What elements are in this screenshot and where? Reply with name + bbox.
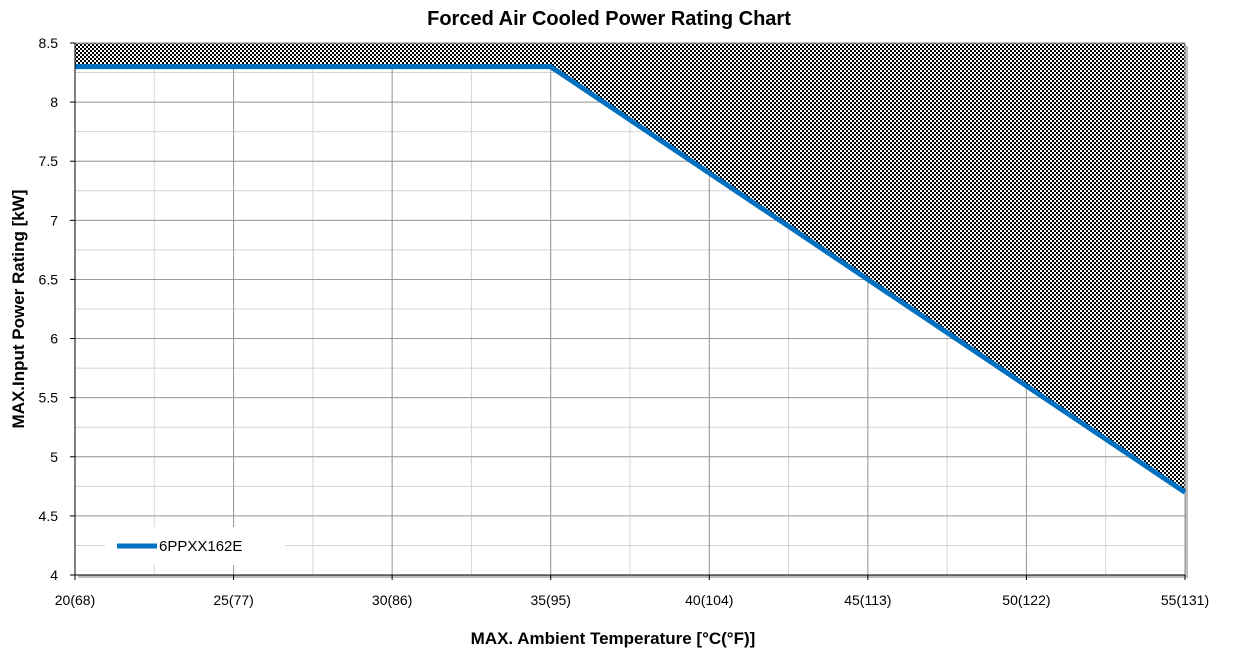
y-tick-label: 5.5: [39, 390, 59, 406]
y-tick-label: 4.5: [39, 508, 59, 524]
x-tick-label: 40(104): [685, 592, 733, 608]
y-tick-label: 4: [50, 567, 58, 583]
legend-label: 6PPXX162E: [159, 538, 242, 555]
plot-area: 20(68) 25(77) 30(86) 35(95) 40(104) 45(113) 50…: [39, 35, 1210, 608]
y-tick-label: 5: [50, 449, 58, 465]
x-tick-label: 50(122): [1002, 592, 1050, 608]
legend: 6PPXX162E: [105, 527, 285, 565]
x-tick-label: 30(86): [372, 592, 412, 608]
series-line-6ppxx162e: [75, 64, 1187, 495]
y-tick-label: 8: [50, 94, 58, 110]
x-tick-label: 20(68): [55, 592, 95, 608]
chart-title: Forced Air Cooled Power Rating Chart: [427, 8, 791, 30]
y-tick-label: 8.5: [39, 35, 59, 51]
y-tick-label: 7.5: [39, 153, 59, 169]
x-tick-label: 25(77): [213, 592, 253, 608]
x-tick-label: 55(131): [1161, 592, 1209, 608]
y-tick-label: 6: [50, 331, 58, 347]
x-axis-title: MAX. Ambient Temperature [°C(°F)]: [471, 629, 756, 648]
shaded-region: [75, 43, 1185, 493]
y-tick-label: 7: [50, 212, 58, 228]
x-tick-label: 35(95): [530, 592, 570, 608]
x-tick-label: 45(113): [844, 592, 891, 608]
y-axis-title: MAX.Input Power Rating [kW]: [9, 190, 28, 429]
y-tick-label: 6.5: [39, 271, 59, 287]
